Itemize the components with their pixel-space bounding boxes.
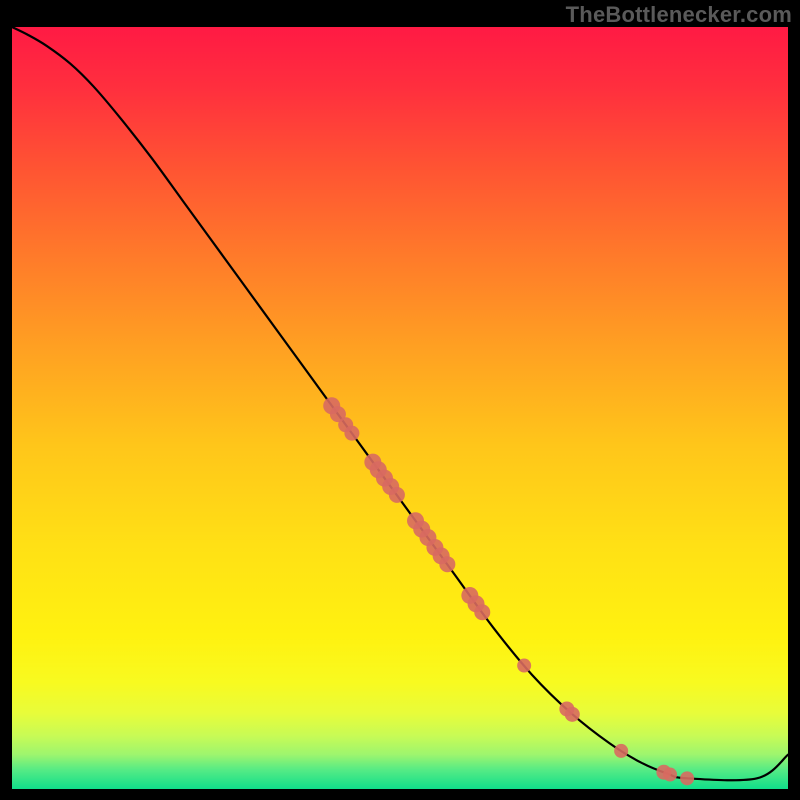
- data-marker: [565, 707, 580, 722]
- chart-container: TheBottlenecker.com: [0, 0, 800, 800]
- marker-group: [323, 397, 694, 785]
- bottleneck-curve: [12, 27, 788, 780]
- data-marker: [344, 426, 359, 441]
- watermark-text: TheBottlenecker.com: [566, 2, 792, 28]
- data-marker: [439, 556, 455, 572]
- data-marker: [517, 659, 531, 673]
- curve-layer: [12, 27, 788, 789]
- data-marker: [663, 768, 677, 782]
- plot-area: [12, 27, 788, 789]
- data-marker: [474, 604, 490, 620]
- data-marker: [680, 771, 694, 785]
- data-marker: [389, 487, 405, 503]
- data-marker: [614, 744, 628, 758]
